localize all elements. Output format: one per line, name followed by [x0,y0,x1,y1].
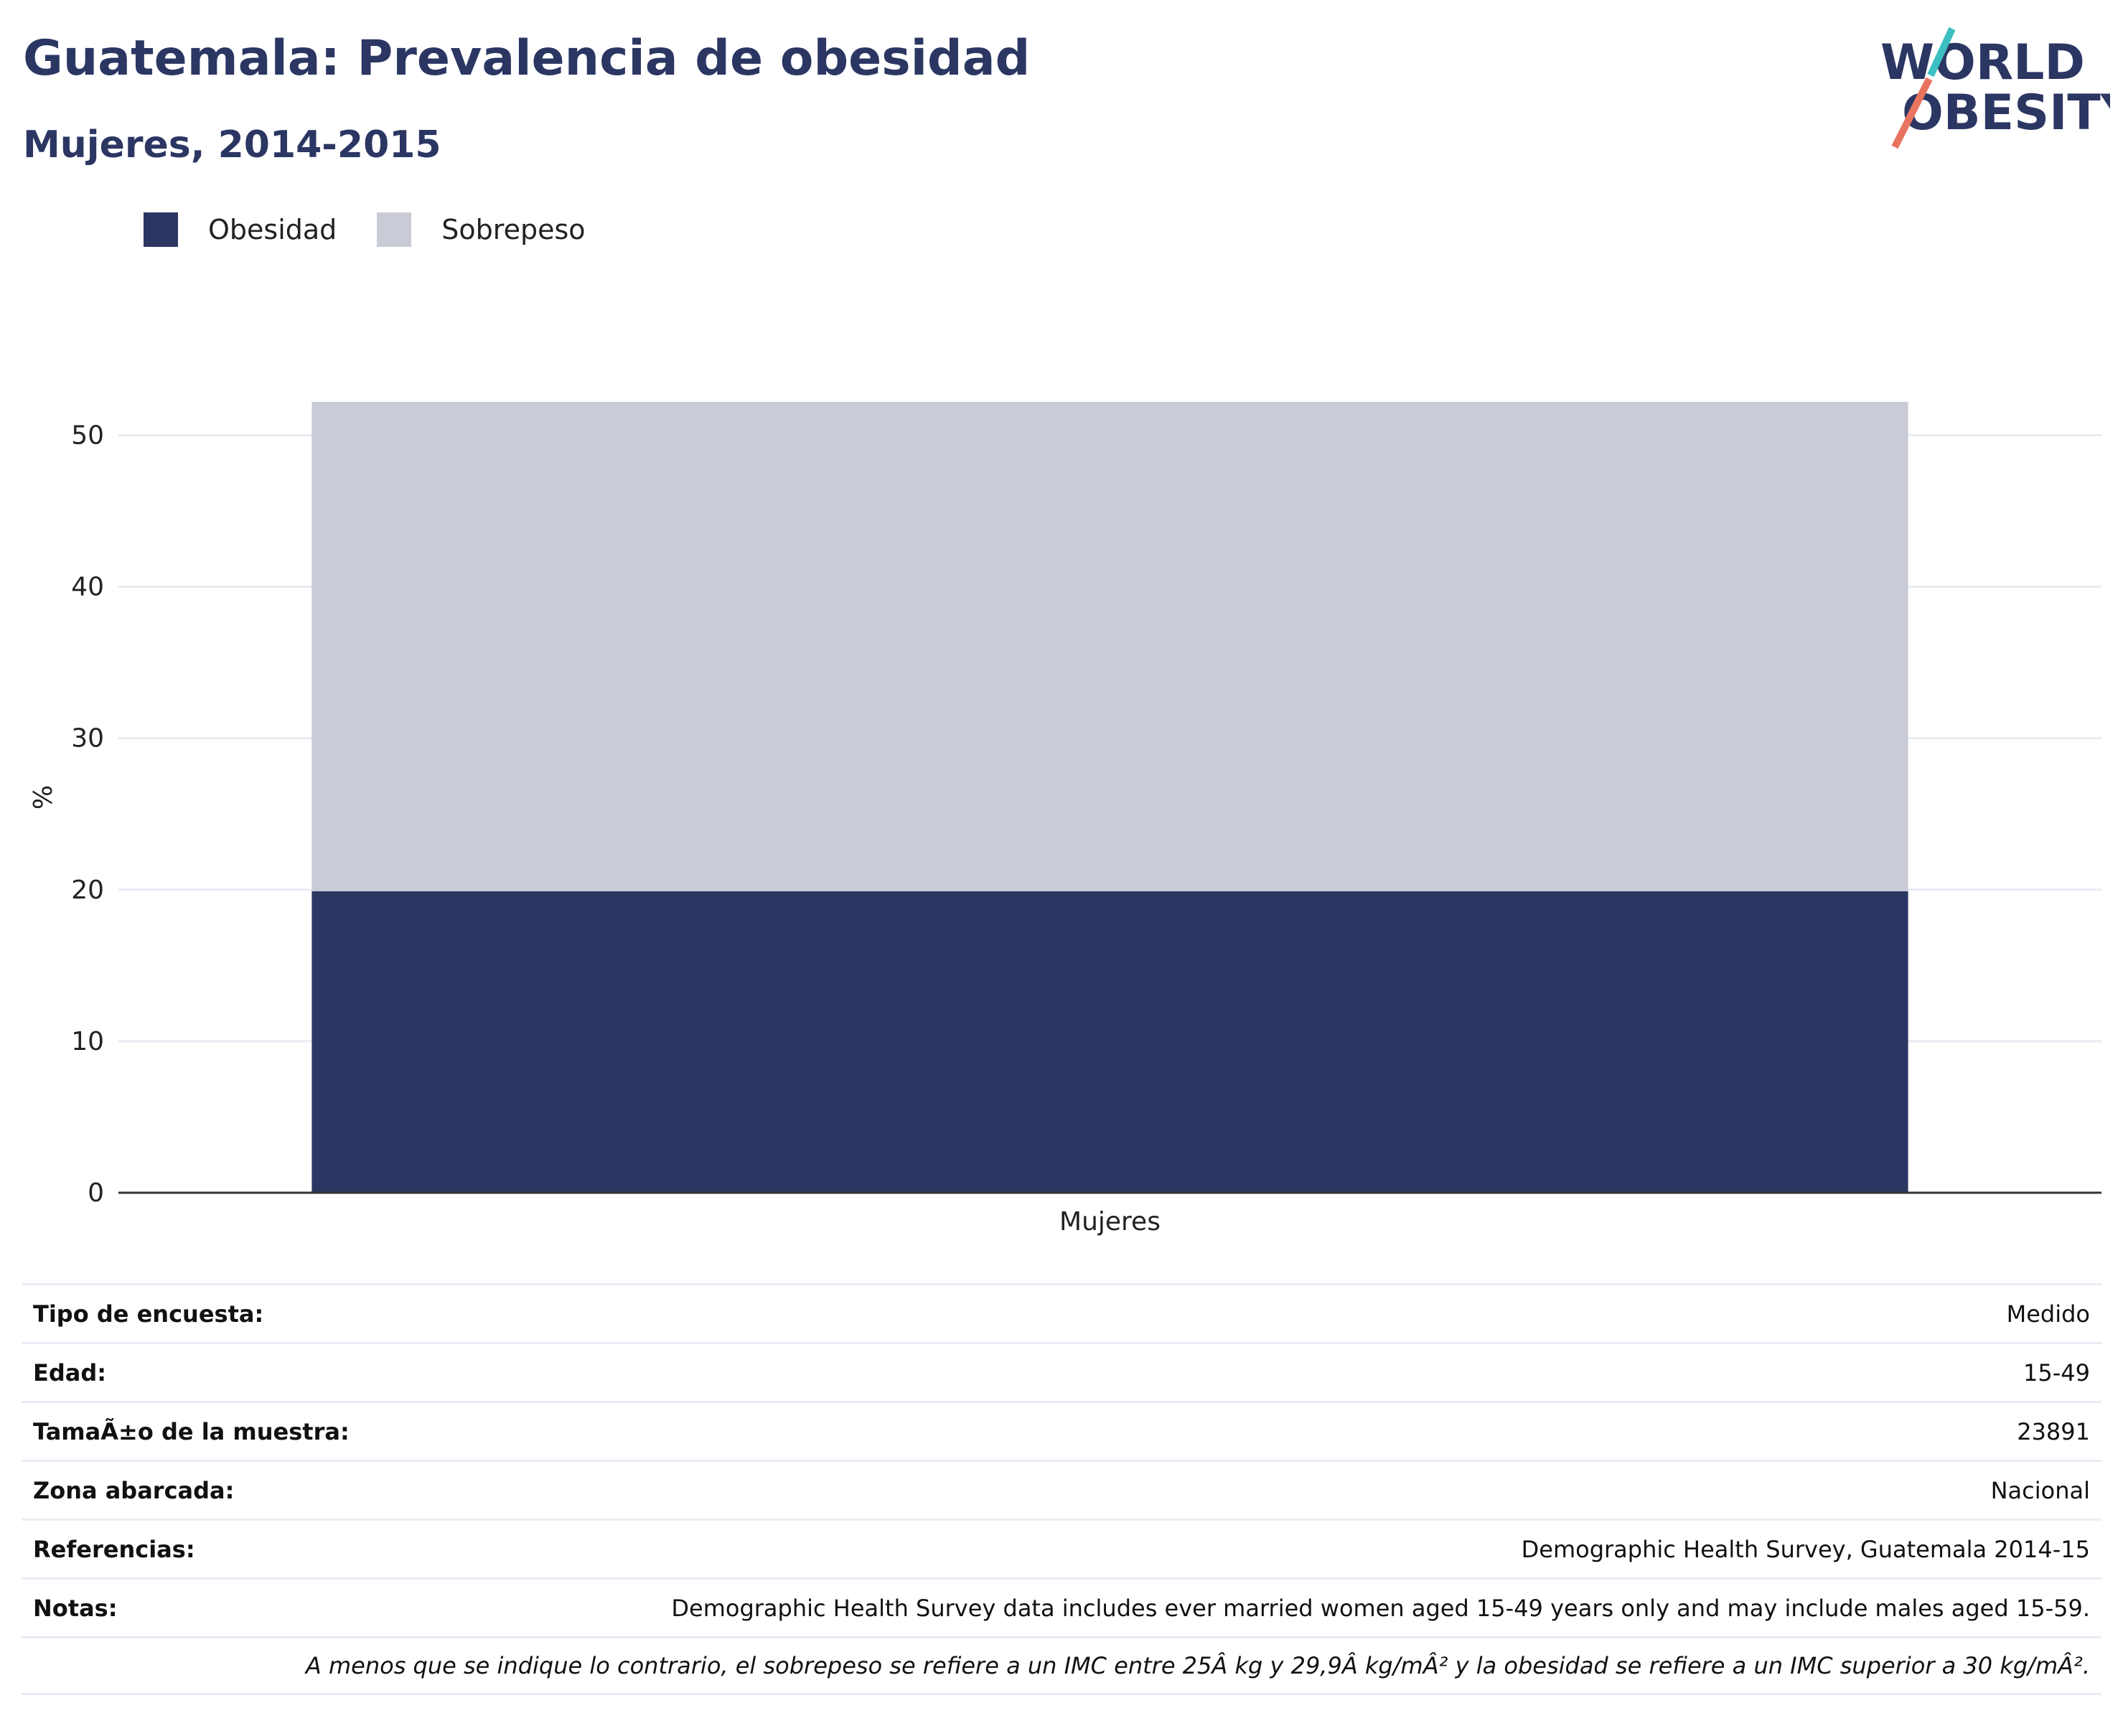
world-obesity-logo-icon: WORLD OBESITY [1880,27,2110,149]
logo-line1: WORLD [1880,34,2085,91]
logo-line2: OBESITY [1902,85,2110,141]
y-tick-label: 10 [71,1027,104,1056]
info-row-edad: Edad: 15-49 [22,1342,2101,1401]
bar-chart: 0 10 20 30 40 50 Mujeres% [29,402,2101,1237]
bar-obesidad [311,891,1908,1193]
info-value: Demographic Health Survey data includes … [671,1594,2090,1622]
chart-legend: Obesidad Sobrepeso [144,212,626,247]
info-row-tipo: Tipo de encuesta: Medido [22,1283,2101,1342]
info-key: Edad: [33,1359,107,1387]
legend-label-sobrepeso: Sobrepeso [441,214,586,245]
info-value: Medido [2006,1300,2090,1328]
y-tick-label: 30 [71,724,104,754]
legend-item-sobrepeso[interactable]: Sobrepeso [377,212,586,247]
info-key: TamaÃ±o de la muestra: [33,1417,350,1445]
legend-swatch-sobrepeso [377,212,412,247]
info-footnote-row: A menos que se indique lo contrario, el … [22,1636,2101,1695]
chart-subtitle: Mujeres, 2014-2015 [23,123,441,166]
info-key: Referencias: [33,1535,195,1563]
info-key: Tipo de encuesta: [33,1300,264,1328]
info-value: Nacional [1990,1476,2090,1504]
footnote-text: A menos que se indique lo contrario, el … [305,1652,2090,1679]
info-key: Zona abarcada: [33,1476,235,1504]
logo-slash-teal [1927,27,1956,78]
y-tick-label: 50 [71,421,104,450]
legend-swatch-obesidad [144,212,178,247]
info-value: 23891 [2017,1417,2090,1445]
info-row-muestra: TamaÃ±o de la muestra: 23891 [22,1401,2101,1460]
y-axis-label: % [29,785,58,810]
bar-sobrepeso [311,402,1908,891]
y-tick-label: 40 [71,573,104,602]
survey-info-table: Tipo de encuesta: Medido Edad: 15-49 Tam… [22,1283,2101,1695]
info-row-zona: Zona abarcada: Nacional [22,1460,2101,1519]
legend-label-obesidad: Obesidad [208,214,337,245]
info-row-referencias: Referencias: Demographic Health Survey, … [22,1519,2101,1577]
chart-title: Guatemala: Prevalencia de obesidad [23,30,1031,87]
x-tick-label: Mujeres [1059,1207,1161,1237]
logo-slash-coral [1891,77,1933,149]
info-row-notas: Notas: Demographic Health Survey data in… [22,1577,2101,1636]
info-key: Notas: [33,1594,118,1622]
info-value: Demographic Health Survey, Guatemala 201… [1521,1535,2090,1563]
y-tick-label: 0 [88,1178,104,1208]
y-tick-label: 20 [71,876,104,905]
info-value: 15-49 [2023,1359,2090,1387]
legend-item-obesidad[interactable]: Obesidad [144,212,337,247]
